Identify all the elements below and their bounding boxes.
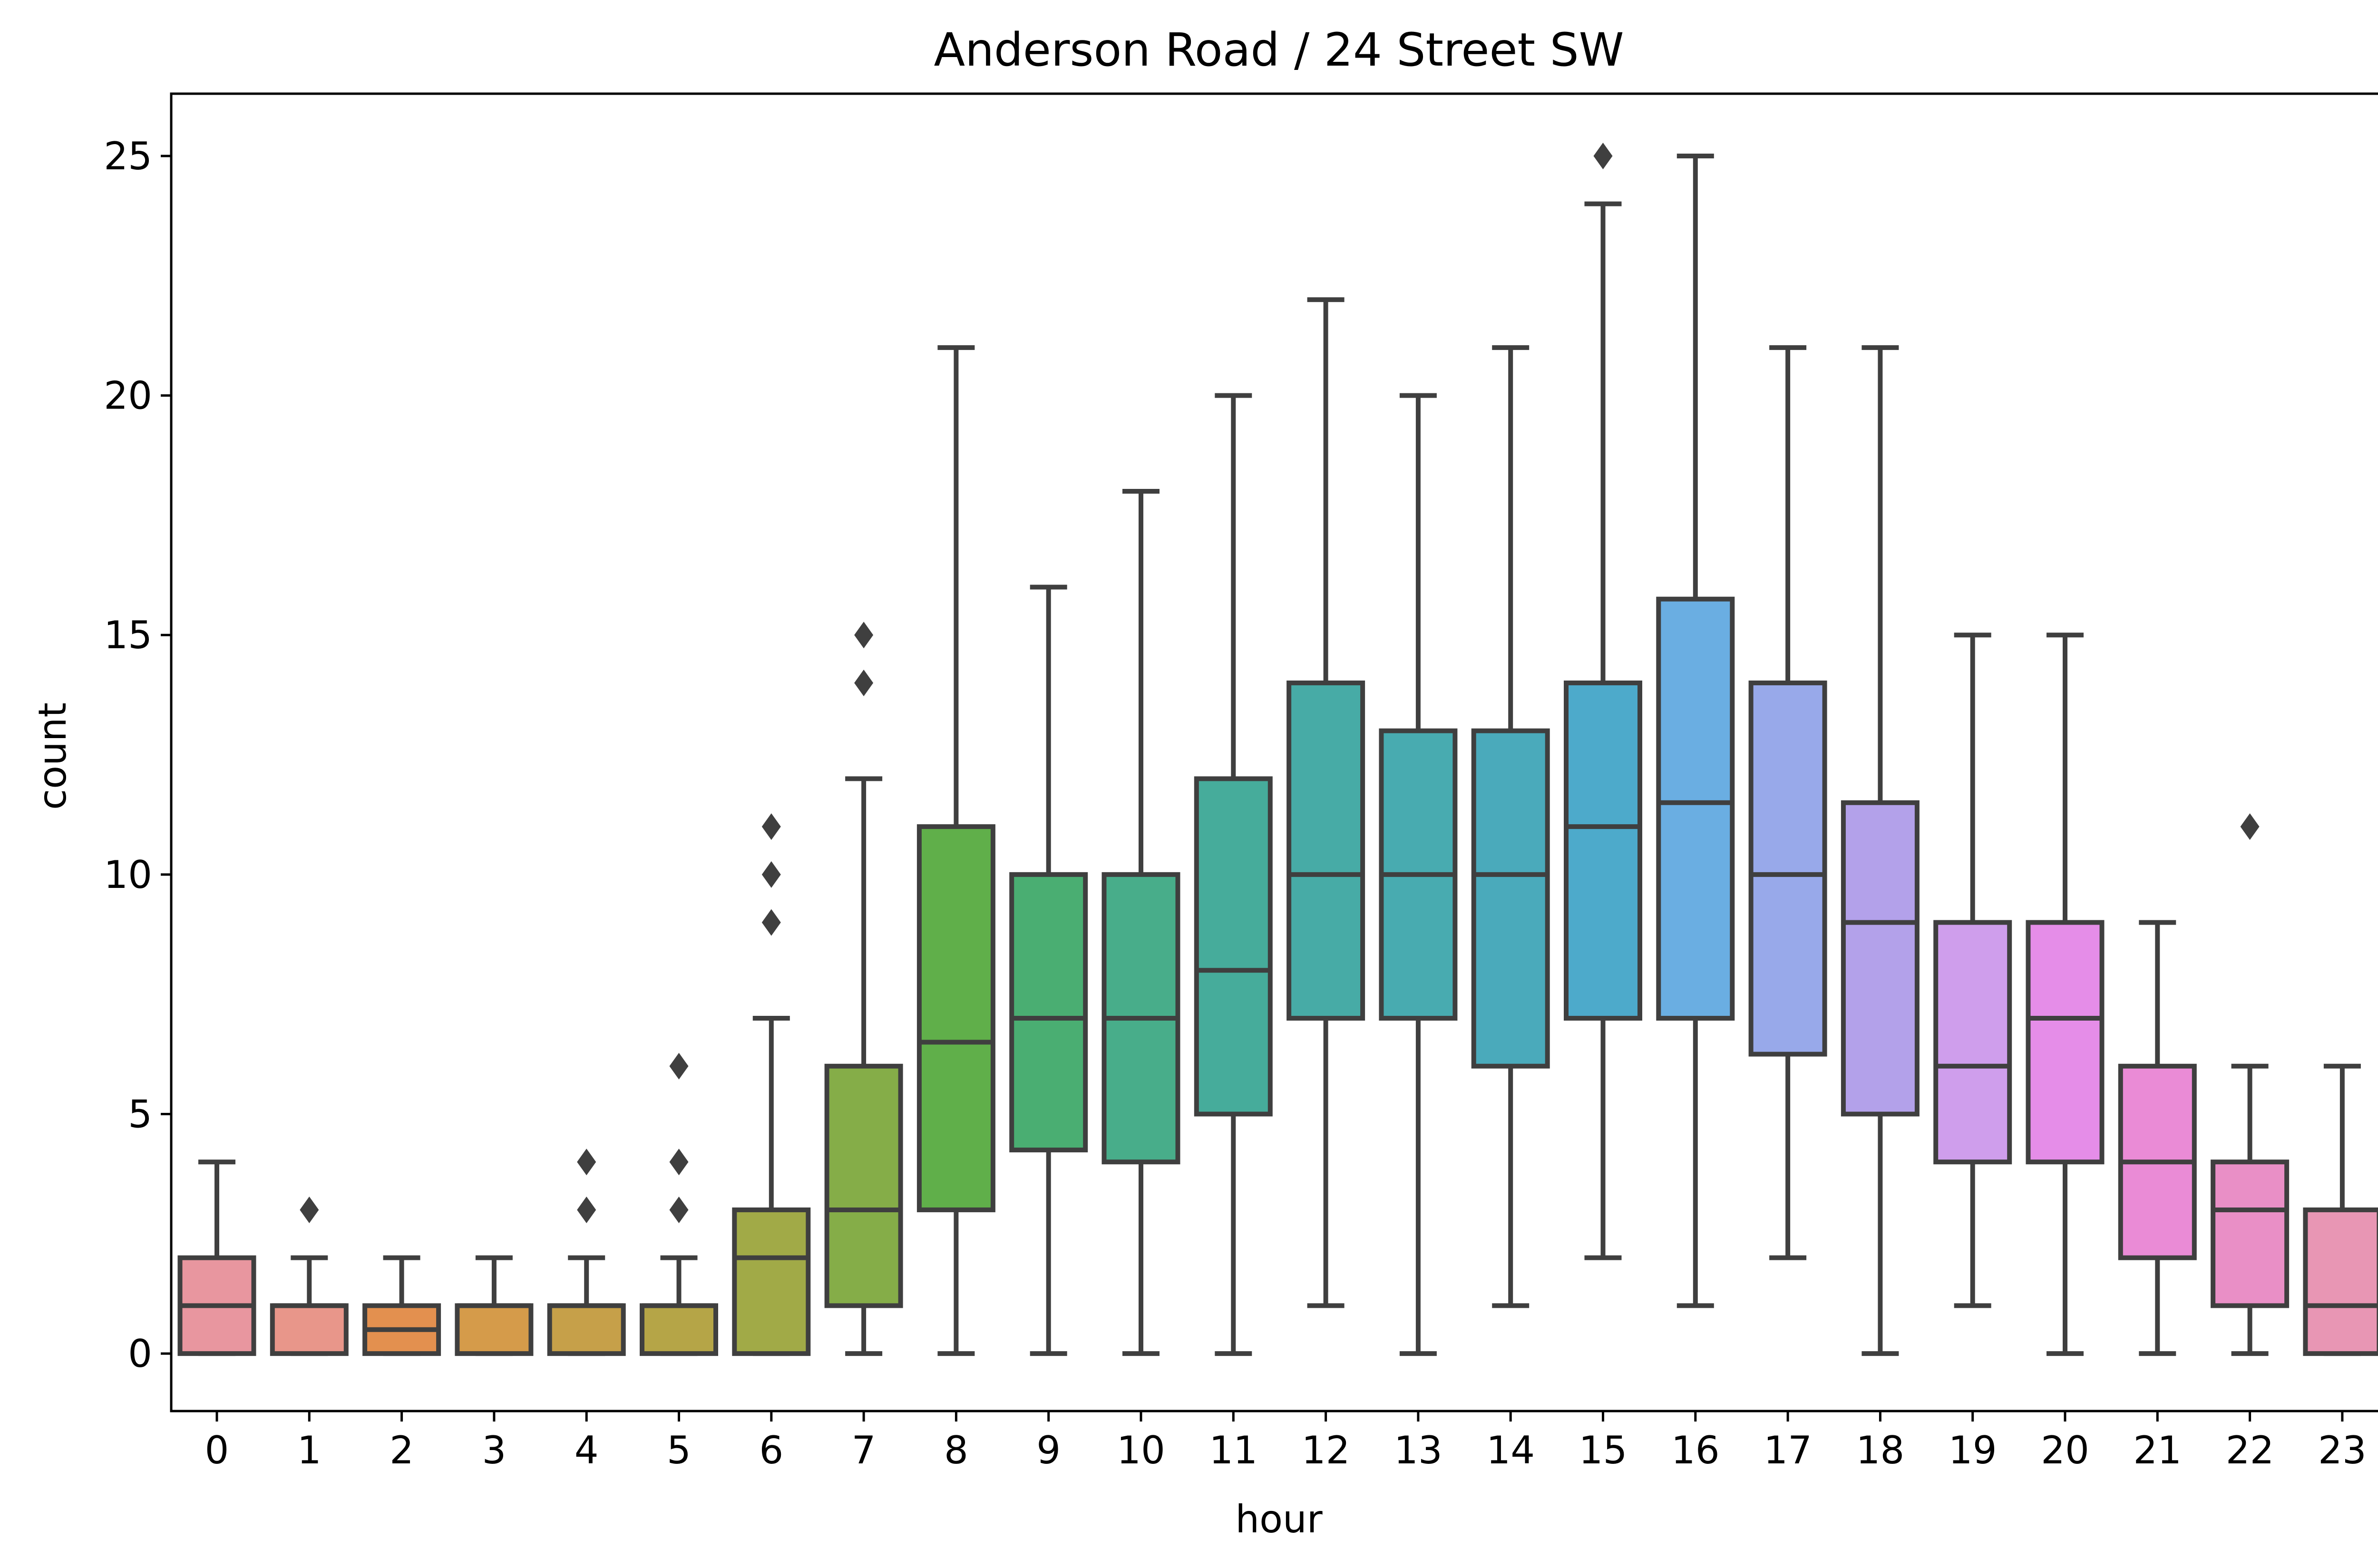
box-iqr xyxy=(2211,1159,2290,1308)
outlier-point xyxy=(2240,813,2260,840)
box-iqr xyxy=(1286,680,1365,1021)
outlier-point xyxy=(669,1052,689,1080)
y-axis-ticks: 0 5 10 15 20 25 xyxy=(104,134,171,1376)
x-axis-label: hour xyxy=(1235,1497,1322,1541)
box-hour-10 xyxy=(1101,489,1180,1356)
x-tick-label: 0 xyxy=(205,1428,229,1472)
box-iqr xyxy=(732,1207,811,1356)
y-tick-label: 0 xyxy=(128,1332,152,1376)
x-tick-label: 4 xyxy=(575,1428,599,1472)
box-iqr xyxy=(2303,1207,2378,1356)
plot-area-frame xyxy=(170,92,2378,1412)
box-iqr xyxy=(455,1303,534,1356)
x-tick-label: 17 xyxy=(1764,1428,1812,1472)
box-hour-21 xyxy=(2118,920,2197,1356)
box-hour-14 xyxy=(1471,345,1550,1308)
x-tick-label: 14 xyxy=(1486,1428,1535,1472)
x-tick-label: 9 xyxy=(1036,1428,1061,1472)
x-tick-label: 21 xyxy=(2133,1428,2182,1472)
outlier-point xyxy=(1593,142,1613,169)
box-iqr xyxy=(1009,872,1088,1153)
box-hour-22 xyxy=(2211,813,2290,1356)
box-hour-13 xyxy=(1379,393,1458,1356)
x-tick-label: 20 xyxy=(2041,1428,2089,1472)
box-iqr xyxy=(640,1303,718,1356)
box-iqr xyxy=(547,1303,626,1356)
box-hour-2 xyxy=(362,1255,441,1356)
box-hour-8 xyxy=(916,345,995,1356)
x-tick-label: 3 xyxy=(482,1428,506,1472)
x-tick-label: 18 xyxy=(1856,1428,1905,1472)
y-tick-label: 15 xyxy=(104,613,152,657)
box-iqr xyxy=(824,1063,903,1308)
y-tick-label: 10 xyxy=(104,853,152,897)
outlier-point xyxy=(669,1149,689,1176)
outlier-point xyxy=(854,669,874,696)
outlier-point xyxy=(761,813,781,840)
x-tick-label: 12 xyxy=(1302,1428,1350,1472)
outlier-point xyxy=(854,622,874,649)
box-hour-7 xyxy=(824,622,903,1356)
x-tick-label: 15 xyxy=(1579,1428,1628,1472)
y-tick-label: 20 xyxy=(104,374,152,418)
box-hour-4 xyxy=(547,1149,626,1356)
box-iqr xyxy=(1841,800,1920,1117)
x-tick-label: 5 xyxy=(667,1428,691,1472)
x-tick-label: 22 xyxy=(2226,1428,2274,1472)
y-tick-label: 25 xyxy=(104,134,152,178)
x-tick-label: 7 xyxy=(852,1428,876,1472)
box-iqr xyxy=(1471,728,1550,1069)
outlier-point xyxy=(577,1149,596,1176)
box-iqr xyxy=(270,1303,349,1356)
box-hour-5 xyxy=(640,1052,718,1356)
x-tick-label: 2 xyxy=(390,1428,414,1472)
outlier-point xyxy=(669,1196,689,1223)
x-tick-label: 10 xyxy=(1117,1428,1165,1472)
box-iqr xyxy=(1656,596,1735,1021)
box-hour-11 xyxy=(1194,393,1273,1356)
box-hour-1 xyxy=(270,1196,349,1356)
x-tick-label: 8 xyxy=(944,1428,968,1472)
outlier-point xyxy=(761,909,781,936)
y-axis-label: count xyxy=(30,702,75,810)
box-series xyxy=(177,142,2378,1356)
x-tick-label: 19 xyxy=(1949,1428,1997,1472)
box-hour-23 xyxy=(2303,1063,2378,1356)
box-hour-16 xyxy=(1656,153,1735,1308)
outlier-point xyxy=(761,861,781,888)
box-hour-18 xyxy=(1841,345,1920,1356)
x-tick-label: 6 xyxy=(759,1428,783,1472)
box-hour-20 xyxy=(2026,633,2105,1356)
box-hour-0 xyxy=(177,1159,256,1356)
x-tick-label: 1 xyxy=(297,1428,322,1472)
box-hour-3 xyxy=(455,1255,534,1356)
box-iqr xyxy=(2026,920,2105,1165)
box-iqr xyxy=(1564,680,1642,1021)
box-hour-9 xyxy=(1009,584,1088,1356)
y-tick-label: 5 xyxy=(128,1092,152,1136)
box-iqr xyxy=(916,824,995,1212)
box-iqr xyxy=(1933,920,2012,1165)
box-iqr xyxy=(1194,776,1273,1117)
box-hour-12 xyxy=(1286,297,1365,1308)
box-hour-17 xyxy=(1748,345,1827,1260)
x-tick-label: 16 xyxy=(1671,1428,1720,1472)
box-hour-19 xyxy=(1933,633,2012,1308)
outlier-point xyxy=(577,1196,596,1223)
x-tick-label: 23 xyxy=(2318,1428,2367,1472)
chart-title: Anderson Road / 24 Street SW xyxy=(934,23,1624,77)
x-tick-label: 11 xyxy=(1209,1428,1257,1472)
box-hour-15 xyxy=(1564,142,1642,1260)
x-axis-ticks: 0 1 2 3 4 5 6 7 8 9 10 11 12 13 14 15 16 17 18 19 20 21 22 23 xyxy=(205,1411,2367,1472)
outlier-point xyxy=(300,1196,319,1223)
box-hour-6 xyxy=(732,813,811,1356)
x-tick-label: 13 xyxy=(1394,1428,1442,1472)
box-iqr xyxy=(1748,680,1827,1057)
